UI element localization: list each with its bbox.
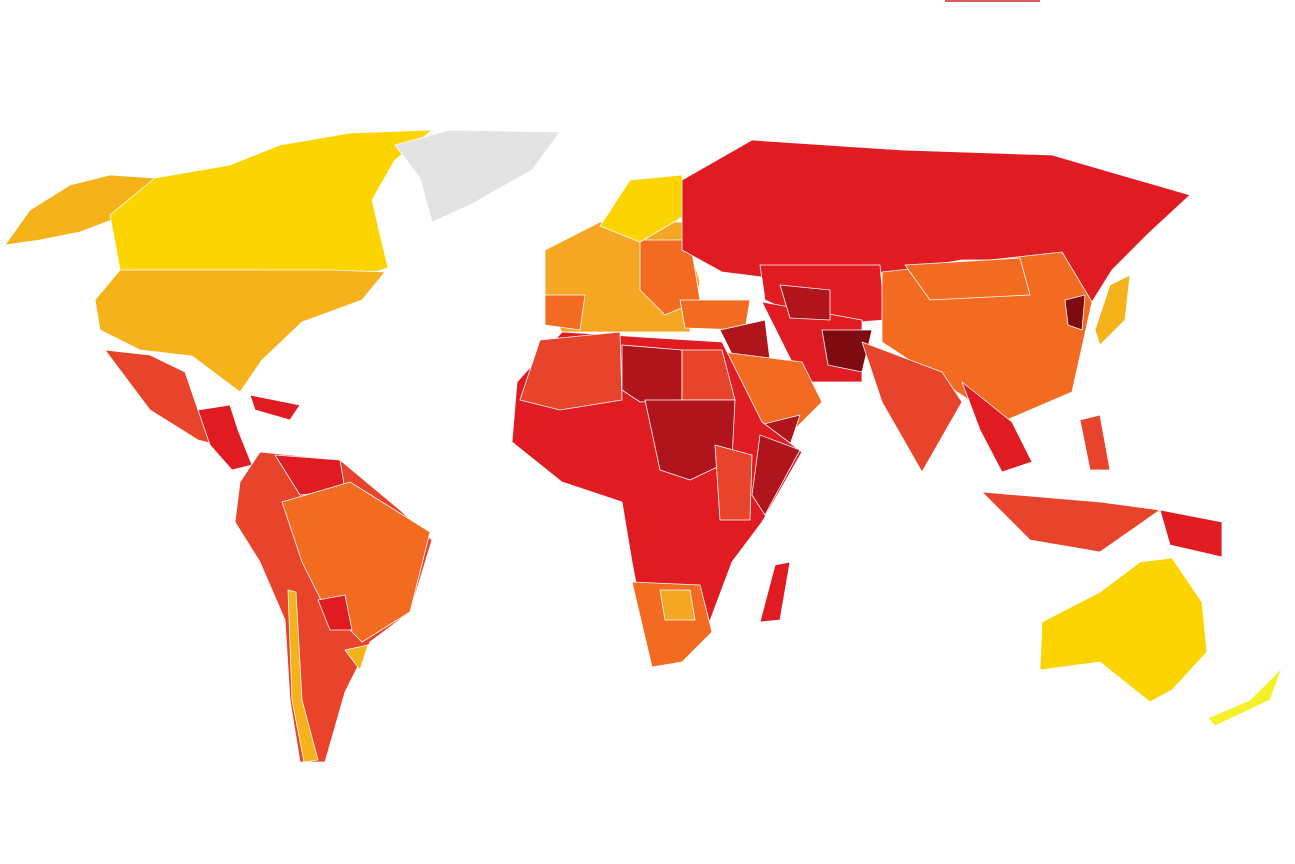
sudan [644, 399, 736, 481]
somalia [751, 434, 801, 516]
chile [287, 589, 319, 763]
botswana [659, 589, 696, 621]
southeast-asia [961, 381, 1033, 473]
north-africa [519, 331, 623, 411]
papua-new-guinea [1159, 509, 1223, 558]
caribbean [249, 394, 301, 421]
top-edge-bar [945, 0, 1040, 2]
philippines [1079, 414, 1111, 471]
australia [1039, 557, 1208, 703]
afghanistan [821, 329, 873, 373]
usa [94, 269, 386, 393]
new-zealand [1207, 667, 1283, 727]
greenland [394, 129, 561, 223]
indonesia [981, 491, 1161, 553]
paraguay [317, 594, 353, 631]
uruguay [344, 644, 369, 671]
north-korea [1064, 294, 1086, 331]
turkmenistan [779, 284, 831, 321]
madagascar [759, 561, 791, 623]
brazil [281, 481, 431, 643]
japan [1094, 274, 1131, 346]
east-africa [714, 444, 753, 521]
india [861, 341, 963, 473]
mongolia [904, 257, 1031, 301]
iberia [544, 294, 586, 331]
libya [621, 344, 683, 403]
